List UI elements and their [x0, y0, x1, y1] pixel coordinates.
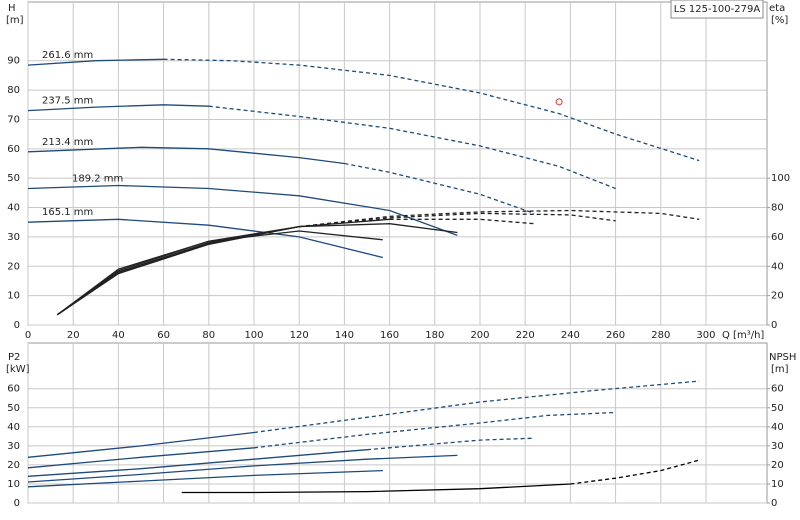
curve: [27, 104, 616, 190]
curve: [27, 380, 700, 458]
plot-area: [27, 342, 768, 504]
x-tick-label: 200: [470, 330, 489, 341]
y-tick-label: 30: [7, 441, 20, 452]
x-tick-label: 40: [112, 330, 125, 341]
chart-title: LS 125-100-279A: [674, 4, 761, 15]
y-tick-label: 20: [7, 261, 20, 272]
curve-label: 261.6 mm: [42, 50, 93, 61]
secondary-curve: [57, 209, 700, 316]
y2-tick-label: 50: [771, 403, 784, 414]
y-tick-label: 50: [7, 173, 20, 184]
curve-label: 237.5 mm: [42, 96, 93, 107]
curve-label: 165.1 mm: [42, 207, 93, 218]
x-tick-label: 220: [516, 330, 535, 341]
y-tick-label: 20: [7, 460, 20, 471]
x-tick-label: 100: [244, 330, 263, 341]
x-tick-label: 300: [696, 330, 715, 341]
x-tick-label: 0: [25, 330, 31, 341]
x-tick-label: 260: [606, 330, 625, 341]
y-tick-label: 10: [7, 479, 20, 490]
x-tick-label: 80: [202, 330, 215, 341]
y2-tick-label: 20: [771, 460, 784, 471]
y-tick-label: 60: [7, 384, 20, 395]
y2-tick-label: 20: [771, 291, 784, 302]
x-tick-label: 280: [651, 330, 670, 341]
y2-tick-label: 60: [771, 232, 784, 243]
x-tick-label: 160: [380, 330, 399, 341]
curve: [27, 469, 383, 488]
y-tick-label: 80: [7, 85, 20, 96]
duty-point: [555, 98, 563, 106]
y-tick-label: 10: [7, 291, 20, 302]
curve: [27, 218, 383, 259]
y-axis-unit: [m]: [6, 15, 24, 26]
y2-tick-label: 30: [771, 441, 784, 452]
y2-tick-label: 60: [771, 384, 784, 395]
y-axis-label: P2: [8, 352, 20, 363]
y2-axis-unit: [m]: [771, 364, 789, 375]
y-axis-label: H: [8, 3, 16, 14]
y2-axis-label: eta: [769, 3, 785, 14]
y-axis-unit: [kW]: [6, 364, 30, 375]
y2-tick-label: 40: [771, 422, 784, 433]
x-tick-label: 120: [290, 330, 309, 341]
curve-label: 189.2 mm: [72, 173, 123, 184]
y2-tick-label: 100: [771, 173, 790, 184]
x-tick-label: 180: [425, 330, 444, 341]
y2-tick-label: 40: [771, 261, 784, 272]
secondary-curve: [57, 212, 616, 316]
secondary-curve: [181, 459, 700, 494]
y2-tick-label: 0: [771, 498, 777, 509]
y-tick-label: 90: [7, 56, 20, 67]
y2-tick-label: 80: [771, 203, 784, 214]
curve: [27, 437, 535, 477]
y-tick-label: 40: [7, 422, 20, 433]
x-tick-label: 20: [67, 330, 80, 341]
secondary-curve: [57, 230, 383, 316]
secondary-curve: [57, 223, 458, 316]
curve: [27, 411, 616, 469]
curve: [27, 184, 458, 237]
y-tick-label: 0: [14, 320, 20, 331]
y-tick-label: 70: [7, 114, 20, 125]
y2-axis-label: NPSH: [769, 352, 796, 363]
y2-tick-label: 0: [771, 320, 777, 331]
x-tick-label: 140: [335, 330, 354, 341]
title-box: [670, 0, 764, 19]
y-tick-label: 0: [14, 498, 20, 509]
y-tick-label: 60: [7, 144, 20, 155]
y-tick-label: 30: [7, 232, 20, 243]
x-axis-label: Q [m³/h]: [722, 330, 764, 341]
y2-axis-unit: [%]: [771, 15, 788, 26]
plot-area: [27, 1, 768, 326]
y2-tick-label: 10: [771, 479, 784, 490]
x-tick-label: 60: [157, 330, 170, 341]
curve-label: 213.4 mm: [42, 137, 93, 148]
curve: [27, 58, 700, 162]
y-tick-label: 50: [7, 403, 20, 414]
curve: [27, 454, 458, 483]
y-tick-label: 40: [7, 203, 20, 214]
x-tick-label: 240: [561, 330, 580, 341]
curve: [27, 146, 535, 215]
